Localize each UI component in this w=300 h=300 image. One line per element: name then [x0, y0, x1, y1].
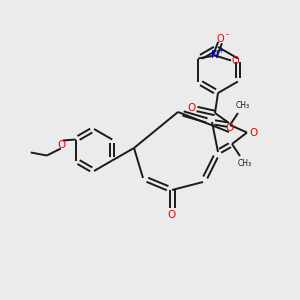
- Text: CH₃: CH₃: [236, 100, 250, 109]
- Text: N: N: [211, 50, 219, 61]
- Text: -: -: [226, 30, 229, 39]
- Text: O: O: [58, 140, 66, 151]
- Text: O: O: [250, 128, 258, 137]
- Text: +: +: [217, 46, 223, 55]
- Text: O: O: [187, 103, 195, 113]
- Text: O: O: [231, 56, 239, 65]
- Text: O: O: [168, 210, 176, 220]
- Text: O: O: [226, 123, 234, 133]
- Text: CH₃: CH₃: [238, 160, 252, 169]
- Text: O: O: [216, 34, 224, 44]
